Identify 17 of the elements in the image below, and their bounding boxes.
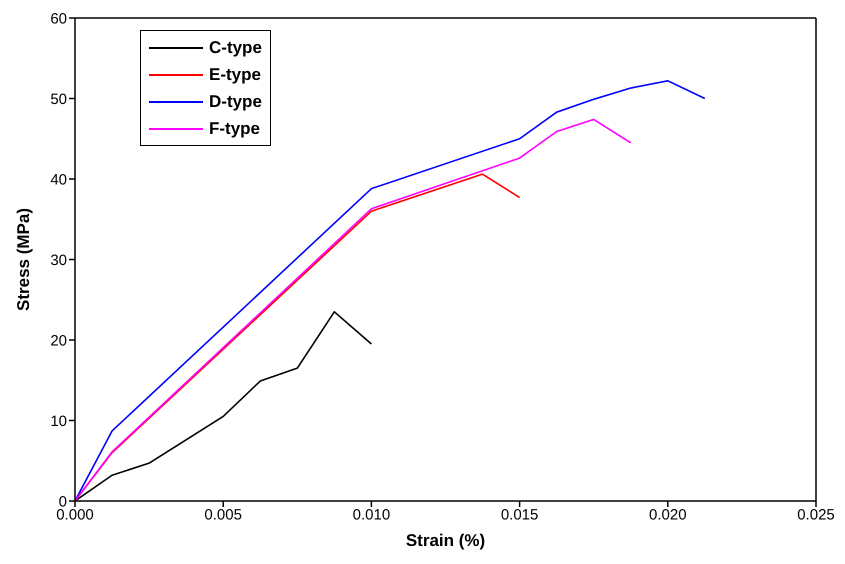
y-tick-label: 40 [50, 171, 67, 188]
x-tick-label: 0.010 [352, 506, 390, 524]
legend-label: E-type [209, 64, 261, 84]
x-tick-label: 0.015 [500, 506, 538, 524]
legend-label: D-type [209, 92, 262, 112]
x-tick-label: 0.005 [204, 506, 242, 524]
y-tick-label: 30 [50, 252, 67, 269]
legend-label: F-type [209, 118, 260, 138]
y-tick-label: 50 [50, 90, 67, 108]
y-tick-label: 60 [50, 10, 67, 28]
x-tick-label: 0.020 [649, 506, 687, 524]
x-axis-title: Strain (%) [406, 531, 486, 550]
y-tick-label: 20 [50, 332, 67, 350]
y-axis-title: Stress (MPa) [14, 208, 34, 311]
legend-label: C-type [209, 38, 262, 58]
x-tick-label: 0.025 [797, 506, 835, 524]
y-tick-label: 10 [50, 412, 67, 430]
